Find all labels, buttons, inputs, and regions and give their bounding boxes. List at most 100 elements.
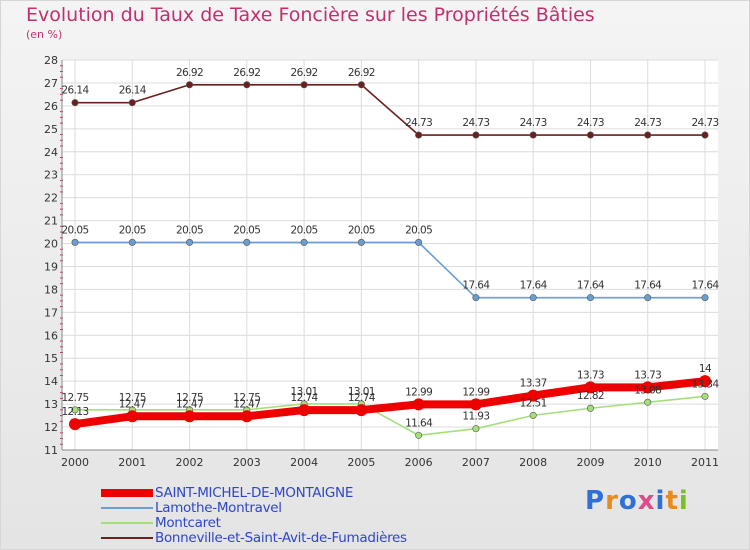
data-label: 11.64	[405, 417, 433, 429]
data-point	[472, 425, 480, 433]
y-tick-label: 22	[44, 192, 58, 205]
series-line-2	[74, 395, 706, 437]
data-label: 24.73	[691, 117, 718, 129]
data-point	[183, 410, 196, 423]
x-tick-label: 2011	[691, 456, 719, 469]
data-point	[128, 238, 136, 246]
y-tick-label: 28	[44, 54, 58, 67]
x-tick-label: 2004	[290, 456, 318, 469]
logo-letter: i	[678, 486, 689, 516]
data-label: 11.93	[462, 411, 489, 423]
x-tick-label: 2006	[405, 456, 433, 469]
data-point	[644, 131, 652, 139]
data-point	[357, 238, 365, 246]
data-point	[415, 131, 423, 139]
logo-letter: P	[585, 486, 606, 516]
logo-letter: t	[665, 486, 679, 516]
data-point	[527, 389, 540, 402]
data-label: 17.64	[691, 280, 719, 292]
axes: 11 12 13 14 15 16 17 18 19 20 21 22 23 24 25 26 27 28 2000…	[44, 54, 719, 469]
data-label: 20.05	[176, 224, 203, 236]
x-tick-label: 2005	[347, 456, 375, 469]
data-point	[472, 131, 480, 139]
y-tick-label: 25	[44, 123, 58, 136]
data-point	[186, 238, 194, 246]
data-label: 24.73	[520, 117, 547, 129]
data-point	[644, 398, 652, 406]
data-point	[186, 81, 194, 89]
legend-label: Bonneville-et-Saint-Avit-de-Fumadières	[155, 530, 407, 546]
data-label: 17.64	[634, 280, 662, 292]
unit-label: (en %)	[26, 28, 63, 41]
y-tick-label: 12	[44, 421, 58, 434]
data-point	[699, 375, 711, 388]
legend-item-saint-michel: SAINT-MICHEL-DE-MONTAIGNE	[101, 485, 354, 501]
data-label: 13.01	[291, 386, 318, 398]
data-point	[300, 81, 308, 89]
legend-swatch	[101, 522, 153, 524]
data-label: 26.14	[119, 85, 147, 97]
y-tick-label: 27	[44, 77, 58, 90]
legend-label: Montcaret	[155, 515, 221, 531]
y-tick-label: 21	[44, 215, 58, 228]
data-point	[586, 294, 594, 302]
x-tick-label: 2003	[233, 456, 261, 469]
logo-letter: r	[605, 486, 619, 516]
data-point	[412, 398, 425, 411]
data-label: 12.51	[520, 397, 547, 409]
data-label: 13.37	[520, 378, 547, 390]
x-tick-label: 2000	[61, 456, 89, 469]
data-point	[529, 411, 537, 419]
data-label: 13.34	[691, 378, 719, 390]
data-label: 20.05	[291, 224, 318, 236]
x-tick-label: 2008	[519, 456, 547, 469]
data-point	[469, 398, 482, 411]
legend-swatch	[101, 489, 153, 497]
data-point	[71, 99, 79, 107]
y-tick-label: 11	[44, 444, 58, 457]
data-point	[415, 238, 423, 246]
logo-letter: x	[637, 486, 656, 516]
legend-swatch	[101, 507, 153, 509]
legend-label: SAINT-MICHEL-DE-MONTAIGNE	[155, 485, 354, 501]
data-label: 24.73	[405, 117, 432, 129]
data-label: 26.92	[291, 67, 318, 79]
data-label: 20.05	[119, 224, 146, 236]
data-label: 12.75	[61, 392, 88, 404]
data-point	[472, 294, 480, 302]
data-label: 14	[699, 363, 712, 375]
data-label: 12.75	[176, 392, 203, 404]
data-point	[584, 381, 597, 394]
series-line-1	[74, 241, 706, 299]
data-point	[240, 410, 253, 423]
legend-item-lamothe: Lamothe-Montravel	[101, 500, 282, 516]
data-label: 24.73	[462, 117, 489, 129]
series-line-0	[74, 83, 706, 136]
y-tick-label: 24	[44, 146, 58, 159]
data-label: 12.74	[291, 392, 319, 404]
y-tick-label: 14	[44, 375, 58, 388]
data-label: 24.73	[634, 117, 661, 129]
data-label: 13.08	[634, 384, 661, 396]
x-tick-label: 2002	[176, 456, 204, 469]
data-point	[701, 131, 709, 139]
plot-area	[62, 60, 718, 450]
y-tick-label: 17	[44, 306, 58, 319]
data-point	[641, 381, 654, 394]
data-label: 26.14	[61, 85, 89, 97]
y-tick-label: 26	[44, 100, 58, 113]
series-line-3	[71, 377, 709, 429]
x-tick-label: 2010	[634, 456, 662, 469]
y-tick-label: 18	[44, 283, 58, 296]
data-label: 12.99	[462, 386, 489, 398]
data-label: 12.47	[176, 398, 203, 410]
data-label: 26.92	[348, 67, 375, 79]
data-point	[415, 431, 423, 439]
data-point	[71, 238, 79, 246]
legend-item-bonneville: Bonneville-et-Saint-Avit-de-Fumadières	[101, 530, 407, 546]
data-label: 12.13	[61, 406, 88, 418]
data-point	[357, 81, 365, 89]
legend-swatch	[101, 537, 153, 539]
y-tick-label: 19	[44, 260, 58, 273]
x-tick-label: 2007	[462, 456, 490, 469]
